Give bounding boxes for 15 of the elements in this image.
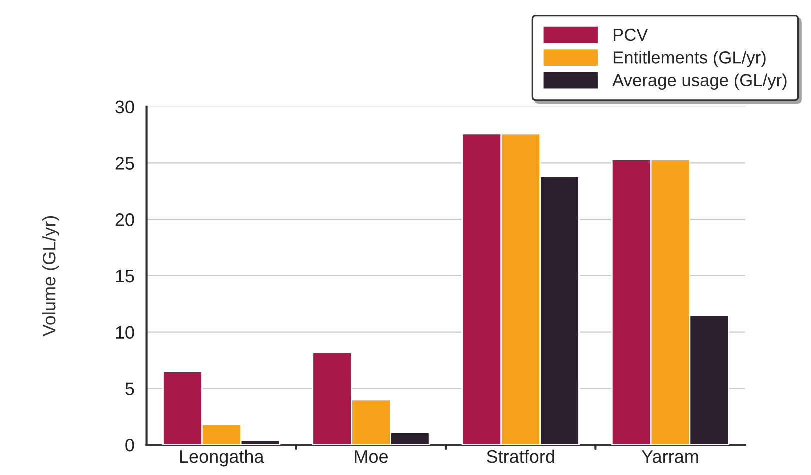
legend-label: Entitlements (GL/yr) bbox=[614, 51, 766, 68]
y-tick-label: 5 bbox=[126, 382, 134, 396]
y-tick-label: 15 bbox=[116, 270, 134, 283]
x-tick-label: Leongatha bbox=[180, 450, 264, 467]
x-tick-label: Stratford bbox=[487, 450, 554, 464]
x-tick-label: Moe bbox=[355, 450, 388, 464]
legend-label: PCV bbox=[614, 28, 648, 42]
y-tick-label: 20 bbox=[116, 214, 134, 226]
x-tick-label: Yarram bbox=[642, 450, 698, 464]
y-tick-label: 25 bbox=[116, 157, 134, 170]
y-axis-title: Volume (GL/yr) bbox=[42, 216, 60, 337]
y-tick-label: 30 bbox=[116, 100, 134, 114]
y-tick-label: 10 bbox=[116, 326, 134, 340]
y-tick-label: 0 bbox=[126, 439, 134, 452]
legend-label: Average usage (GL/yr) bbox=[612, 74, 787, 90]
